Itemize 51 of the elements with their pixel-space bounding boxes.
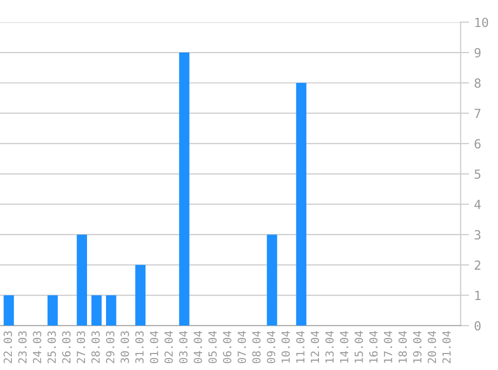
- x-tick-label: 27.03: [76, 331, 86, 364]
- y-tick-label: 3: [474, 230, 480, 240]
- x-tick-label: 13.04: [325, 330, 334, 363]
- x-tick-label: 30.03: [120, 331, 130, 364]
- x-tick-label: 06.04: [222, 330, 232, 364]
- bar: [48, 295, 58, 326]
- x-tick-label: 09.04: [266, 330, 276, 364]
- x-tick-label: 02.04: [164, 330, 173, 364]
- bar: [179, 52, 190, 326]
- x-tick-label: 10.04: [281, 330, 290, 363]
- x-tick-label: 03.04: [179, 330, 188, 364]
- bar: [266, 234, 278, 326]
- x-tick-label: 24.03: [32, 331, 42, 364]
- y-tick-label: 8: [474, 78, 481, 88]
- x-tick-label: 14.04: [340, 330, 348, 363]
- x-tick-label: 08.04: [252, 330, 261, 364]
- x-tick-label: 07.04: [238, 330, 246, 364]
- x-tick-label: 19.04: [413, 330, 422, 363]
- x-tick-label: 28.03: [91, 331, 100, 364]
- x-tick-label: 31.03: [135, 331, 144, 364]
- x-tick-label: 20.04: [428, 330, 436, 364]
- x-tick-label: 22.03: [4, 331, 12, 364]
- y-tick-label: 9: [474, 48, 481, 58]
- y-tick-label: 2: [474, 260, 480, 270]
- y-tick-label: 1: [475, 290, 481, 300]
- y-tick-label: 0: [474, 321, 481, 331]
- x-tick-label: 05.04: [208, 330, 217, 364]
- x-tick-label: 11.04: [296, 330, 305, 363]
- bar: [76, 234, 88, 326]
- x-tick-label: 25.03: [47, 331, 56, 364]
- bar: [296, 82, 306, 326]
- y-tick-label: 4: [474, 200, 481, 210]
- y-tick-label: 10: [475, 18, 488, 28]
- y-tick-label: 6: [474, 139, 481, 149]
- x-tick-label: 21.04: [442, 330, 451, 364]
- x-tick-label: 29.03: [106, 331, 114, 364]
- bar: [91, 295, 102, 326]
- y-tick-label: 5: [474, 170, 480, 179]
- x-tick-label: 18.04: [398, 330, 407, 363]
- x-tick-label: 01.04: [150, 330, 158, 364]
- x-tick-label: 26.03: [62, 331, 71, 364]
- x-tick-label: 12.04: [310, 330, 320, 363]
- bar: [135, 264, 146, 326]
- x-tick-label: 15.04: [354, 330, 363, 363]
- x-tick-label: 04.04: [194, 330, 202, 364]
- x-tick-label: 23.03: [18, 331, 27, 364]
- x-tick-label: 16.04: [369, 330, 378, 363]
- x-tick-label: 17.04: [384, 330, 392, 363]
- bar: [106, 295, 116, 326]
- bar: [4, 295, 14, 326]
- y-tick-label: 7: [474, 108, 480, 118]
